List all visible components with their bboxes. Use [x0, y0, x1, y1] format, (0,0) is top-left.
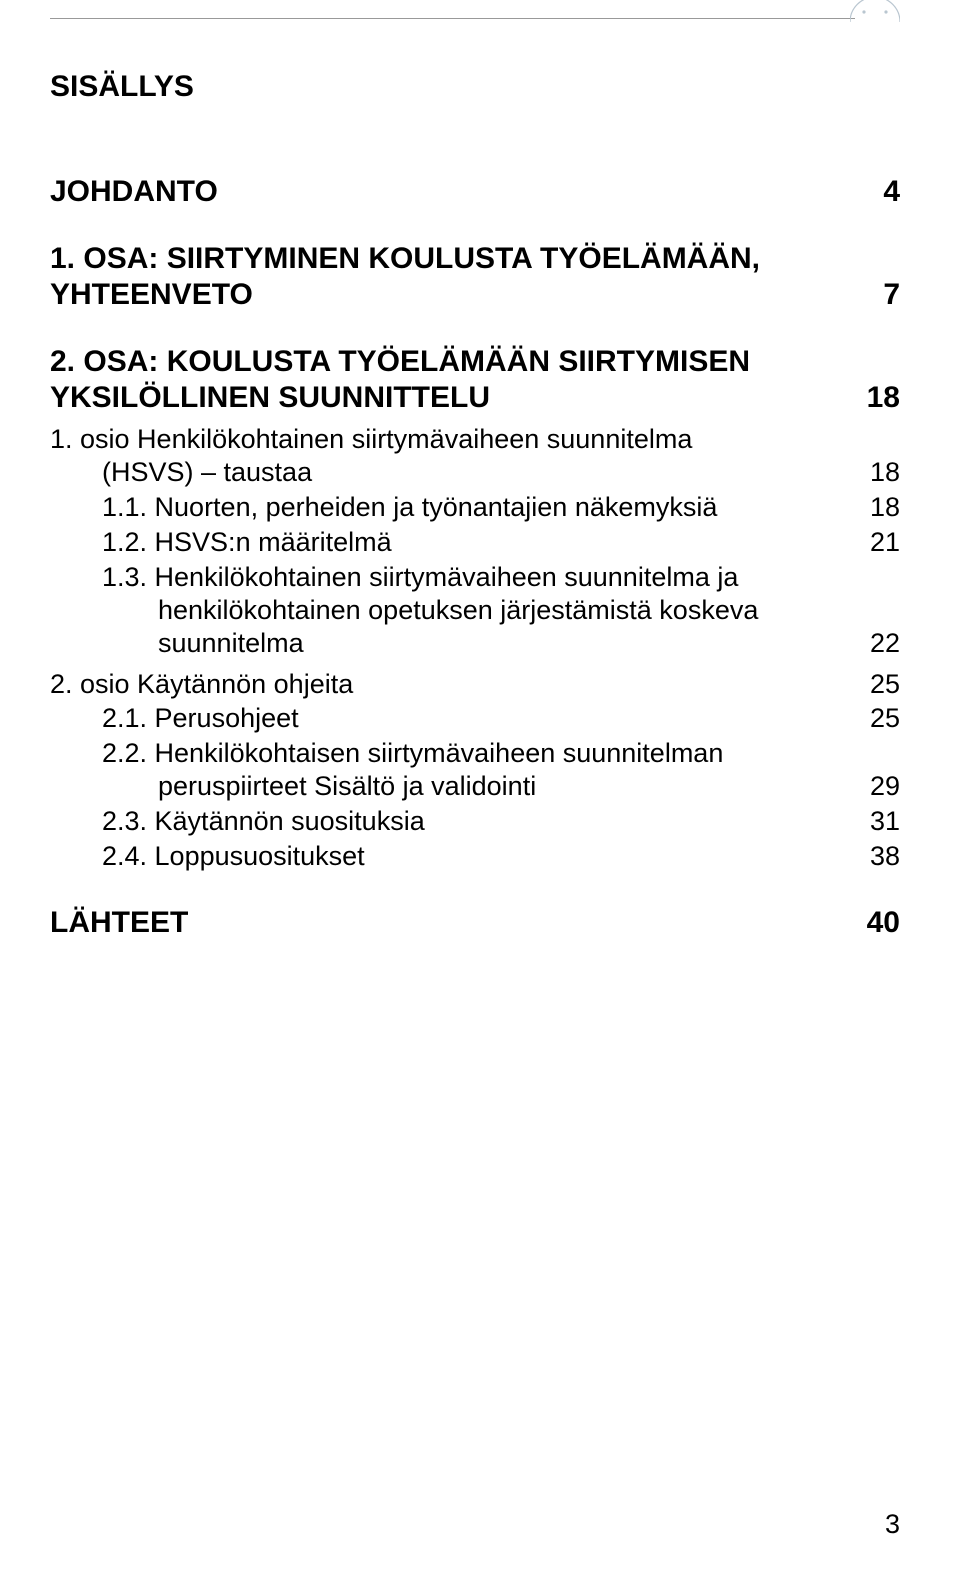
toc-page: 21 — [860, 526, 900, 559]
toc-entry-s1-line1: 1. osio Henkilökohtainen siirtymävaiheen… — [50, 423, 900, 456]
toc-entry-s2-4: 2.4. Loppusuositukset 38 — [50, 840, 900, 873]
toc-page: 18 — [860, 380, 900, 415]
toc-entry-johdanto: JOHDANTO 4 — [50, 174, 900, 209]
toc-label: suunnitelma — [50, 627, 860, 660]
toc-entry-osa2-line1: 2. OSA: KOULUSTA TYÖELÄMÄÄN SIIRTYMISEN — [50, 344, 900, 379]
toc-label: 2. osio Käytännön ohjeita — [50, 668, 860, 701]
toc-label: YKSILÖLLINEN SUUNNITTELU — [50, 380, 860, 415]
toc-label: JOHDANTO — [50, 174, 860, 209]
toc-label: 1.1. Nuorten, perheiden ja työnantajien … — [50, 491, 860, 524]
page-content: SISÄLLYS JOHDANTO 4 1. OSA: SIIRTYMINEN … — [50, 70, 900, 1530]
toc-page: 29 — [860, 770, 900, 803]
toc-entry-osa1-line1: 1. OSA: SIIRTYMINEN KOULUSTA TYÖELÄMÄÄN, — [50, 241, 900, 276]
toc-entry-s1-1: 1.1. Nuorten, perheiden ja työnantajien … — [50, 491, 900, 524]
top-rule — [50, 18, 855, 19]
toc-entry-osa1-line2: YHTEENVETO 7 — [50, 277, 900, 312]
corner-ornament — [850, 0, 900, 30]
toc-label: LÄHTEET — [50, 905, 860, 940]
toc-label: 2.4. Loppusuositukset — [50, 840, 860, 873]
toc-entry-s2-2-line2: peruspiirteet Sisältö ja validointi 29 — [50, 770, 900, 803]
toc-page: 18 — [860, 456, 900, 489]
toc-label: (HSVS) – taustaa — [50, 456, 860, 489]
toc-label: 2.3. Käytännön suosituksia — [50, 805, 860, 838]
toc-page: 31 — [860, 805, 900, 838]
toc-entry-s2-1: 2.1. Perusohjeet 25 — [50, 702, 900, 735]
toc-page: 25 — [860, 702, 900, 735]
toc-label: 1.2. HSVS:n määritelmä — [50, 526, 860, 559]
toc-entry-lahteet: LÄHTEET 40 — [50, 905, 900, 940]
toc-page: 40 — [860, 905, 900, 940]
toc-label: peruspiirteet Sisältö ja validointi — [50, 770, 860, 803]
toc-entry-s2-2-line1: 2.2. Henkilökohtaisen siirtymävaiheen su… — [50, 737, 900, 770]
toc-page: 38 — [860, 840, 900, 873]
toc-page: 25 — [860, 668, 900, 701]
toc-page: 18 — [860, 491, 900, 524]
toc-title: SISÄLLYS — [50, 70, 900, 104]
page-number: 3 — [885, 1509, 900, 1540]
toc-entry-osa2-line2: YKSILÖLLINEN SUUNNITTELU 18 — [50, 380, 900, 415]
toc-label: YHTEENVETO — [50, 277, 860, 312]
toc-page: 7 — [860, 277, 900, 312]
toc-page: 22 — [860, 627, 900, 660]
toc-entry-s1-3-line3: suunnitelma 22 — [50, 627, 900, 660]
toc-entry-s1-3-line1: 1.3. Henkilökohtainen siirtymävaiheen su… — [50, 561, 900, 594]
toc-entry-s1-2: 1.2. HSVS:n määritelmä 21 — [50, 526, 900, 559]
toc-label: 2.1. Perusohjeet — [50, 702, 860, 735]
toc-entry-s1-line2: (HSVS) – taustaa 18 — [50, 456, 900, 489]
toc-page: 4 — [860, 174, 900, 209]
toc-entry-s1-3-line2: henkilökohtainen opetuksen järjestämistä… — [50, 594, 900, 627]
toc-entry-s2: 2. osio Käytännön ohjeita 25 — [50, 668, 900, 701]
toc-entry-s2-3: 2.3. Käytännön suosituksia 31 — [50, 805, 900, 838]
